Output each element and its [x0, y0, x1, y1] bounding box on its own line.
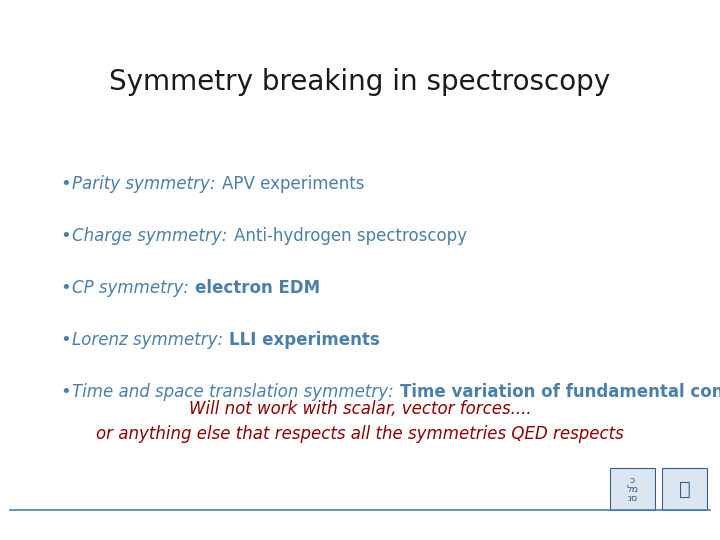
Text: •: • — [60, 383, 71, 401]
Text: Symmetry breaking in spectroscopy: Symmetry breaking in spectroscopy — [109, 68, 611, 96]
Text: Charge symmetry:: Charge symmetry: — [72, 227, 233, 245]
Text: electron EDM: electron EDM — [195, 279, 320, 297]
Text: •: • — [60, 279, 71, 297]
Text: Lorenz symmetry:: Lorenz symmetry: — [72, 331, 228, 349]
Text: Parity symmetry:: Parity symmetry: — [72, 175, 221, 193]
Bar — [610, 468, 655, 510]
Text: •: • — [60, 331, 71, 349]
Text: APV experiments: APV experiments — [222, 175, 364, 193]
Text: כ
למ
נס: כ למ נס — [626, 475, 639, 503]
Text: •: • — [60, 227, 71, 245]
Text: Anti-hydrogen spectroscopy: Anti-hydrogen spectroscopy — [233, 227, 467, 245]
Text: Will not work with scalar, vector forces....: Will not work with scalar, vector forces… — [189, 400, 531, 418]
Bar — [662, 468, 707, 510]
Text: or anything else that respects all the symmetries QED respects: or anything else that respects all the s… — [96, 425, 624, 443]
Text: 🖼: 🖼 — [679, 480, 690, 498]
Text: •: • — [60, 175, 71, 193]
Text: Time and space translation symmetry:: Time and space translation symmetry: — [72, 383, 399, 401]
Text: Time variation of fundamental constants: Time variation of fundamental constants — [400, 383, 720, 401]
Text: LLI experiments: LLI experiments — [230, 331, 380, 349]
Text: CP symmetry:: CP symmetry: — [72, 279, 194, 297]
